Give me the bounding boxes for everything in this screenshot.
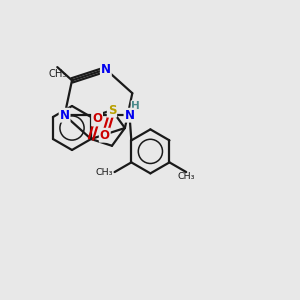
Text: CH₃: CH₃	[178, 172, 195, 181]
Text: CH₃: CH₃	[95, 168, 112, 177]
Text: O: O	[100, 129, 110, 142]
Text: N: N	[60, 109, 70, 122]
Text: N: N	[101, 63, 111, 76]
Text: N: N	[124, 109, 134, 122]
Text: O: O	[92, 112, 102, 125]
Text: H: H	[131, 101, 140, 111]
Text: S: S	[108, 104, 116, 117]
Text: CH₃: CH₃	[48, 69, 67, 79]
